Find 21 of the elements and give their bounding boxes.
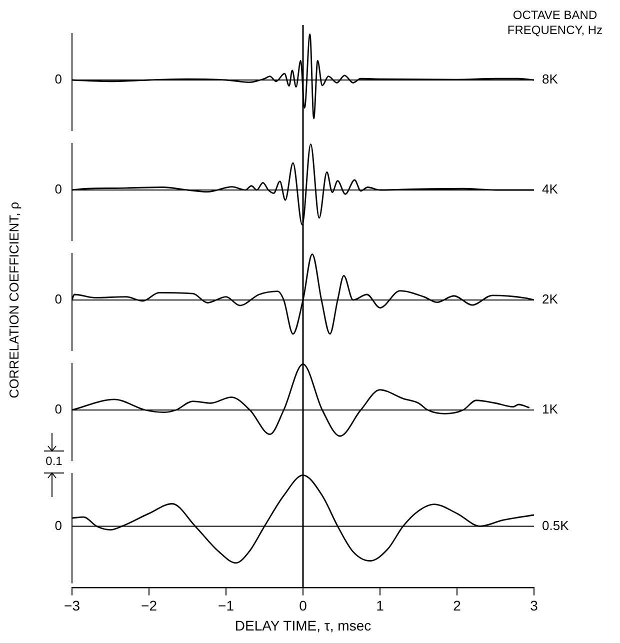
series-label: 2K	[542, 292, 558, 307]
series-label: 1K	[542, 402, 558, 417]
x-tick-label: −2	[141, 598, 158, 614]
legend-title: OCTAVE BAND FREQUENCY, Hz	[506, 8, 604, 38]
text: 0.1	[42, 454, 66, 468]
x-tick-label: 2	[453, 598, 462, 614]
x-tick-label: 3	[530, 598, 538, 614]
series-label: 4K	[542, 182, 558, 197]
series-label: 8K	[542, 72, 558, 87]
text: 0	[54, 292, 62, 307]
text: 0	[54, 518, 62, 533]
x-axis-title: DELAY TIME, τ, msec	[234, 617, 372, 634]
x-tick-label: 1	[376, 598, 384, 614]
text: 0	[54, 182, 62, 197]
series-label: 0.5K	[542, 518, 570, 533]
text: 0	[54, 402, 62, 417]
x-tick-label: −3	[64, 598, 80, 614]
text: 0	[54, 72, 62, 87]
y-axis-title: CORRELATION COEFFICIENT, ρ	[6, 202, 22, 398]
x-tick-label: 0	[299, 598, 308, 614]
x-tick-label: −1	[218, 598, 234, 614]
